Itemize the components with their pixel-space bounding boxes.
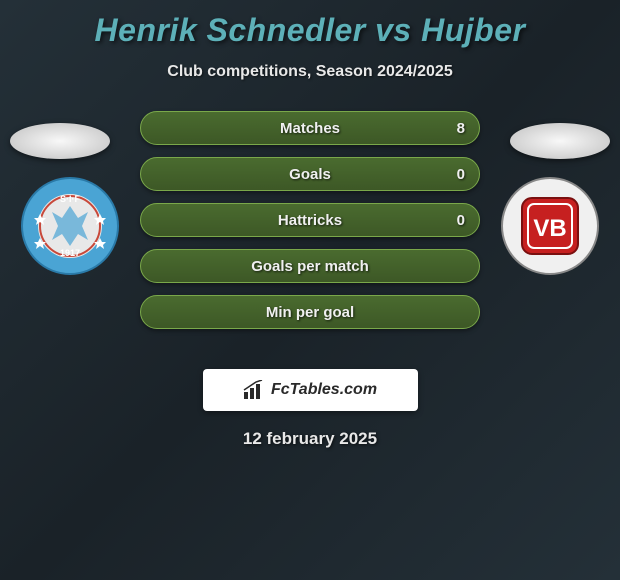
club-badge-right: VB xyxy=(500,176,600,276)
stat-row-hattricks: Hattricks 0 xyxy=(140,203,480,237)
stat-right-value: 0 xyxy=(457,212,465,229)
stats-table: Matches 8 Goals 0 Hattricks 0 Goals per … xyxy=(140,111,480,329)
club-badge-left: S·I·F 1917 xyxy=(20,176,120,276)
svg-text:1917: 1917 xyxy=(60,248,80,258)
stat-label: Goals per match xyxy=(251,258,369,275)
sif-badge-icon: S·I·F 1917 xyxy=(20,176,120,276)
stat-label: Matches xyxy=(280,120,340,137)
stat-right-value: 0 xyxy=(457,166,465,183)
player-left-avatar-placeholder xyxy=(10,123,110,159)
stat-row-matches: Matches 8 xyxy=(140,111,480,145)
bar-chart-icon xyxy=(243,380,265,400)
stat-label: Min per goal xyxy=(266,304,354,321)
svg-text:VB: VB xyxy=(533,215,566,242)
stat-row-goals-per-match: Goals per match xyxy=(140,249,480,283)
watermark: FcTables.com xyxy=(203,369,418,411)
player-right-avatar-placeholder xyxy=(510,123,610,159)
comparison-body: S·I·F 1917 VB Matches 8 Goals 0 xyxy=(0,111,620,351)
stat-label: Goals xyxy=(289,166,331,183)
stat-row-min-per-goal: Min per goal xyxy=(140,295,480,329)
comparison-title: Henrik Schnedler vs Hujber xyxy=(0,0,620,49)
comparison-subtitle: Club competitions, Season 2024/2025 xyxy=(0,63,620,81)
svg-text:S·I·F: S·I·F xyxy=(60,194,80,204)
vb-badge-icon: VB xyxy=(500,176,600,276)
stat-label: Hattricks xyxy=(278,212,342,229)
watermark-text: FcTables.com xyxy=(271,381,377,399)
comparison-date: 12 february 2025 xyxy=(0,429,620,449)
stat-row-goals: Goals 0 xyxy=(140,157,480,191)
stat-right-value: 8 xyxy=(457,120,465,137)
